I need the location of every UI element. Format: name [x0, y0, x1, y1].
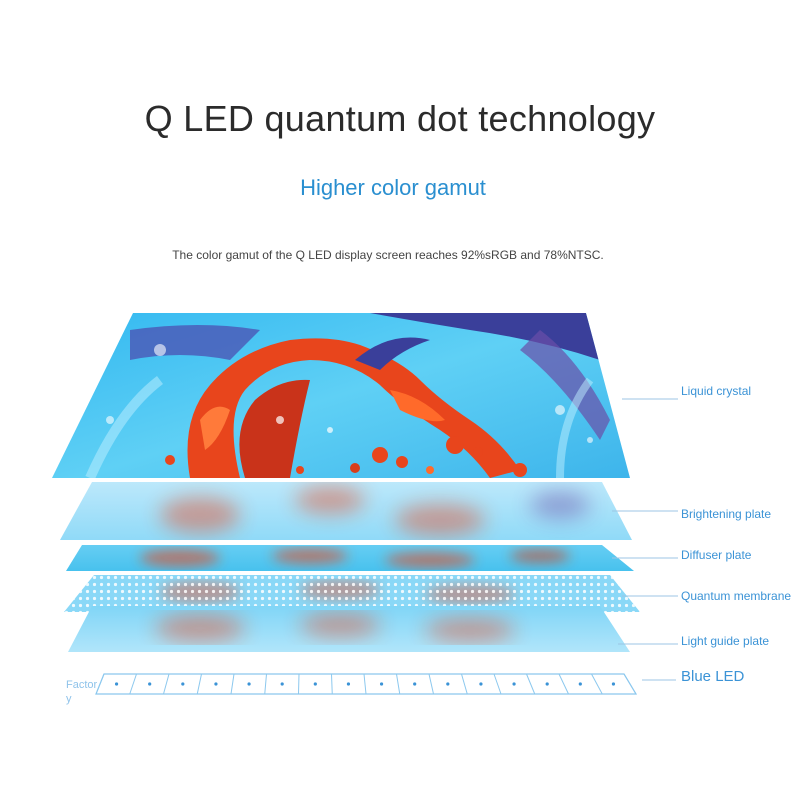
led-chip	[512, 682, 516, 686]
led-grid-line	[526, 673, 536, 695]
led-grid-line	[461, 673, 468, 695]
quantum-membrane-layer	[64, 575, 640, 612]
led-chip	[446, 682, 450, 686]
led-grid-line	[558, 673, 569, 695]
led-grid-line	[396, 673, 401, 695]
led-chip	[545, 682, 549, 686]
led-grid-line	[298, 673, 300, 695]
led-chip	[413, 682, 417, 686]
leader-lines	[612, 398, 678, 681]
led-chip	[611, 682, 616, 686]
led-grid-line	[95, 673, 105, 695]
led-chip	[148, 682, 152, 686]
factory-watermark-line2: y	[66, 693, 72, 705]
diffuser-plate-layer	[66, 545, 634, 571]
light-guide-plate-layer	[68, 606, 630, 652]
brightening-plate-layer	[60, 482, 632, 540]
label-brightening-plate: Brightening plate	[681, 507, 772, 521]
led-grid-line	[129, 673, 137, 695]
led-chip	[181, 682, 185, 686]
page-title: Q LED quantum dot technology	[144, 98, 656, 139]
led-chip	[578, 682, 582, 686]
led-grid-line	[428, 673, 434, 695]
led-chip	[114, 682, 119, 686]
led-grid-line	[363, 673, 367, 695]
led-grid-line	[163, 673, 170, 695]
page-description: The color gamut of the Q LED display scr…	[172, 248, 604, 262]
blue-led-strip	[95, 673, 638, 695]
led-chip	[479, 682, 483, 686]
liquid-crystal-layer	[52, 313, 630, 478]
led-grid-line	[331, 673, 333, 695]
led-grid-line	[493, 673, 502, 695]
factory-watermark-line1: Factor	[66, 679, 98, 691]
label-quantum-membrane: Quantum membrane	[681, 589, 792, 603]
led-chip	[346, 682, 351, 686]
led-chip	[379, 682, 384, 686]
led-chip	[247, 682, 251, 686]
page-subtitle: Higher color gamut	[300, 175, 486, 200]
led-grid-line	[623, 673, 637, 695]
led-grid-line	[230, 673, 235, 695]
led-chip	[313, 682, 317, 686]
factory-watermark: Factor y	[66, 678, 102, 706]
label-diffuser-plate: Diffuser plate	[681, 548, 752, 562]
label-blue-led: Blue LED	[681, 668, 745, 685]
led-grid-line	[591, 673, 603, 695]
led-chip	[214, 682, 218, 686]
label-liquid-crystal: Liquid crystal	[681, 384, 752, 398]
label-light-guide-plate: Light guide plate	[681, 634, 770, 648]
led-chip	[280, 682, 284, 686]
led-grid-line	[264, 673, 267, 695]
led-grid-line	[196, 673, 202, 695]
